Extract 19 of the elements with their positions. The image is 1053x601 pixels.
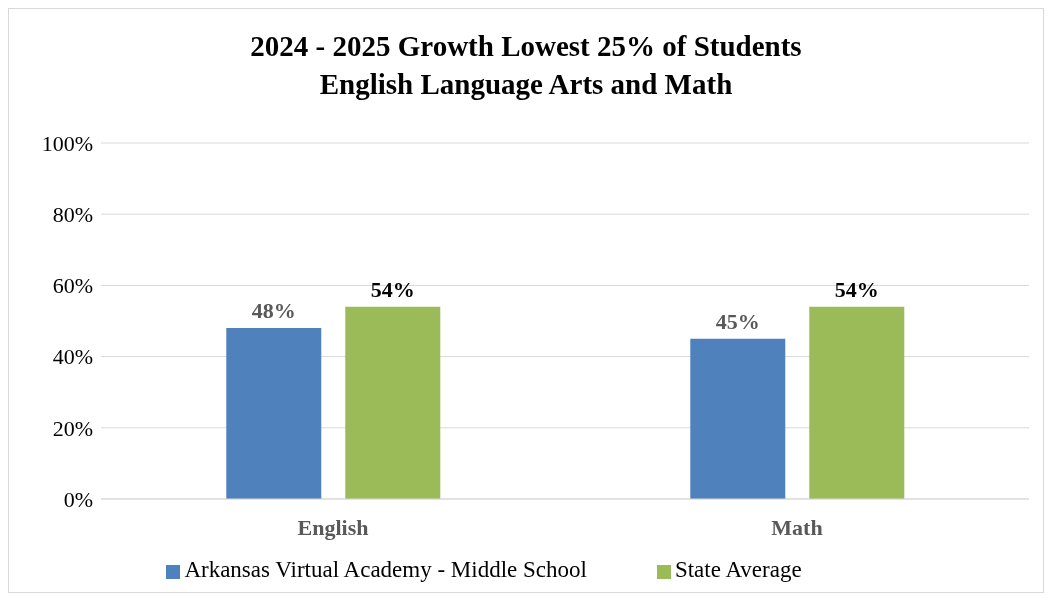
bar [690, 338, 786, 499]
bar [809, 306, 905, 499]
bar [226, 328, 322, 499]
y-tick-label: 40% [52, 344, 93, 370]
chart-title: 2024 - 2025 Growth Lowest 25% of Students English Language Arts and Math [249, 29, 803, 102]
y-tick-label: 60% [52, 273, 93, 299]
y-tick-label: 80% [52, 202, 93, 228]
x-tick-label: English [297, 514, 369, 540]
y-tick-label: 100% [41, 130, 93, 156]
data-label: 45% [715, 308, 760, 334]
y-tick-label: 20% [52, 415, 93, 441]
x-tick-label: Math [771, 514, 823, 540]
data-label: 48% [251, 298, 296, 324]
bar [345, 306, 441, 499]
legend-label: Arkansas Virtual Academy - Middle School [184, 557, 587, 582]
data-label: 54% [834, 276, 879, 302]
data-label: 54% [370, 276, 415, 302]
legend-label: State Average [674, 557, 802, 582]
y-tick-label: 0% [63, 486, 93, 512]
